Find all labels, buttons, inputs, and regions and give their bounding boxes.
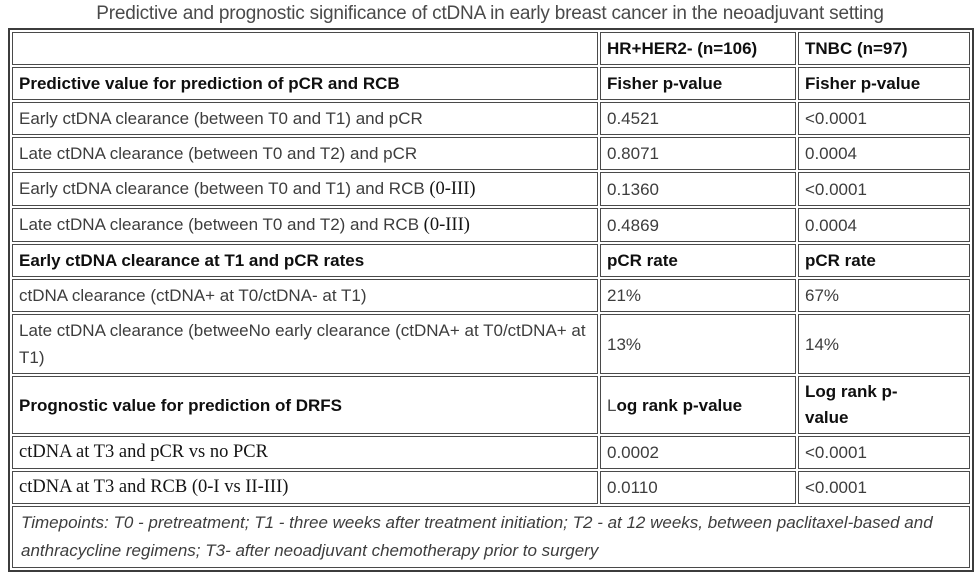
tnbc-value: 14% xyxy=(798,314,970,374)
table-row: Early ctDNA clearance (between T0 and T1… xyxy=(12,172,970,206)
section-row-prognostic: Prognostic value for prediction of DRFS … xyxy=(12,376,970,434)
tnbc-value: Fisher p-value xyxy=(798,67,970,100)
tnbc-value: 0.0004 xyxy=(798,208,970,242)
section-label: Early ctDNA clearance at T1 and pCR rate… xyxy=(12,244,598,277)
hr-her2-value: Fisher p-value xyxy=(600,67,796,100)
row-label: ctDNA at T3 and pCR vs no PCR xyxy=(12,436,598,469)
table-row: Early ctDNA clearance (between T0 and T1… xyxy=(12,102,970,135)
hr-her2-value: 0.0110 xyxy=(600,471,796,504)
table-row: ctDNA at T3 and RCB (0-I vs II-III) 0.01… xyxy=(12,471,970,504)
hr-her2-value: 0.4869 xyxy=(600,208,796,242)
tnbc-value: Log rank p-value xyxy=(798,376,970,434)
tnbc-value: <0.0001 xyxy=(798,471,970,504)
table-row: Late ctDNA clearance (betweeNo early cle… xyxy=(12,314,970,374)
section-row-pcr-rates: Early ctDNA clearance at T1 and pCR rate… xyxy=(12,244,970,277)
tnbc-value: 67% xyxy=(798,279,970,312)
table-row: Late ctDNA clearance (between T0 and T2)… xyxy=(12,208,970,242)
section-label: Predictive value for prediction of pCR a… xyxy=(12,67,598,100)
row-label: Late ctDNA clearance (between T0 and T2)… xyxy=(12,137,598,170)
hr-her2-value: 13% xyxy=(600,314,796,374)
table-row: Late ctDNA clearance (between T0 and T2)… xyxy=(12,137,970,170)
section-row-predictive: Predictive value for prediction of pCR a… xyxy=(12,67,970,100)
row-label-serif-suffix: (0-III) xyxy=(424,179,476,199)
value-text: Log rank p-value xyxy=(805,382,898,427)
row-label: Late ctDNA clearance (betweeNo early cle… xyxy=(12,314,598,374)
row-label: ctDNA clearance (ctDNA+ at T0/ctDNA- at … xyxy=(12,279,598,312)
tnbc-value: pCR rate xyxy=(798,244,970,277)
hr-her2-value: 21% xyxy=(600,279,796,312)
column-header-row: HR+HER2- (n=106) TNBC (n=97) xyxy=(12,32,970,65)
table-row: ctDNA clearance (ctDNA+ at T0/ctDNA- at … xyxy=(12,279,970,312)
value-text-prefix: L xyxy=(607,395,617,415)
tnbc-value: <0.0001 xyxy=(798,436,970,469)
footnote-row: Timepoints: T0 - pretreatment; T1 - thre… xyxy=(12,506,970,568)
hr-her2-value: 0.1360 xyxy=(600,172,796,206)
row-label: Late ctDNA clearance (between T0 and T2)… xyxy=(12,208,598,242)
tnbc-value: 0.0004 xyxy=(798,137,970,170)
row-label-text: Late ctDNA clearance (between T0 and T2)… xyxy=(19,215,420,234)
tnbc-value: <0.0001 xyxy=(798,102,970,135)
row-label: Early ctDNA clearance (between T0 and T1… xyxy=(12,172,598,206)
hr-her2-value: Log rank p-value xyxy=(600,376,796,434)
hr-her2-value: 0.0002 xyxy=(600,436,796,469)
hr-her2-value: 0.8071 xyxy=(600,137,796,170)
table-row: ctDNA at T3 and pCR vs no PCR 0.0002 <0.… xyxy=(12,436,970,469)
footnote: Timepoints: T0 - pretreatment; T1 - thre… xyxy=(12,506,970,568)
row-label-serif-suffix: (0-III) xyxy=(419,215,470,235)
hr-her2-value: pCR rate xyxy=(600,244,796,277)
row-label: ctDNA at T3 and RCB (0-I vs II-III) xyxy=(12,471,598,504)
tnbc-value: <0.0001 xyxy=(798,172,970,206)
column-header-hr-her2: HR+HER2- (n=106) xyxy=(600,32,796,65)
hr-her2-value: 0.4521 xyxy=(600,102,796,135)
section-label: Prognostic value for prediction of DRFS xyxy=(12,376,598,434)
column-header-tnbc: TNBC (n=97) xyxy=(798,32,970,65)
page-title: Predictive and prognostic significance o… xyxy=(96,3,884,24)
row-label-text: Early ctDNA clearance (between T0 and T1… xyxy=(19,179,425,198)
ctdna-results-table: HR+HER2- (n=106) TNBC (n=97) Predictive … xyxy=(8,28,974,572)
row-label: Early ctDNA clearance (between T0 and T1… xyxy=(12,102,598,135)
value-text: og rank p-value xyxy=(616,395,743,415)
column-header-empty xyxy=(12,32,598,65)
